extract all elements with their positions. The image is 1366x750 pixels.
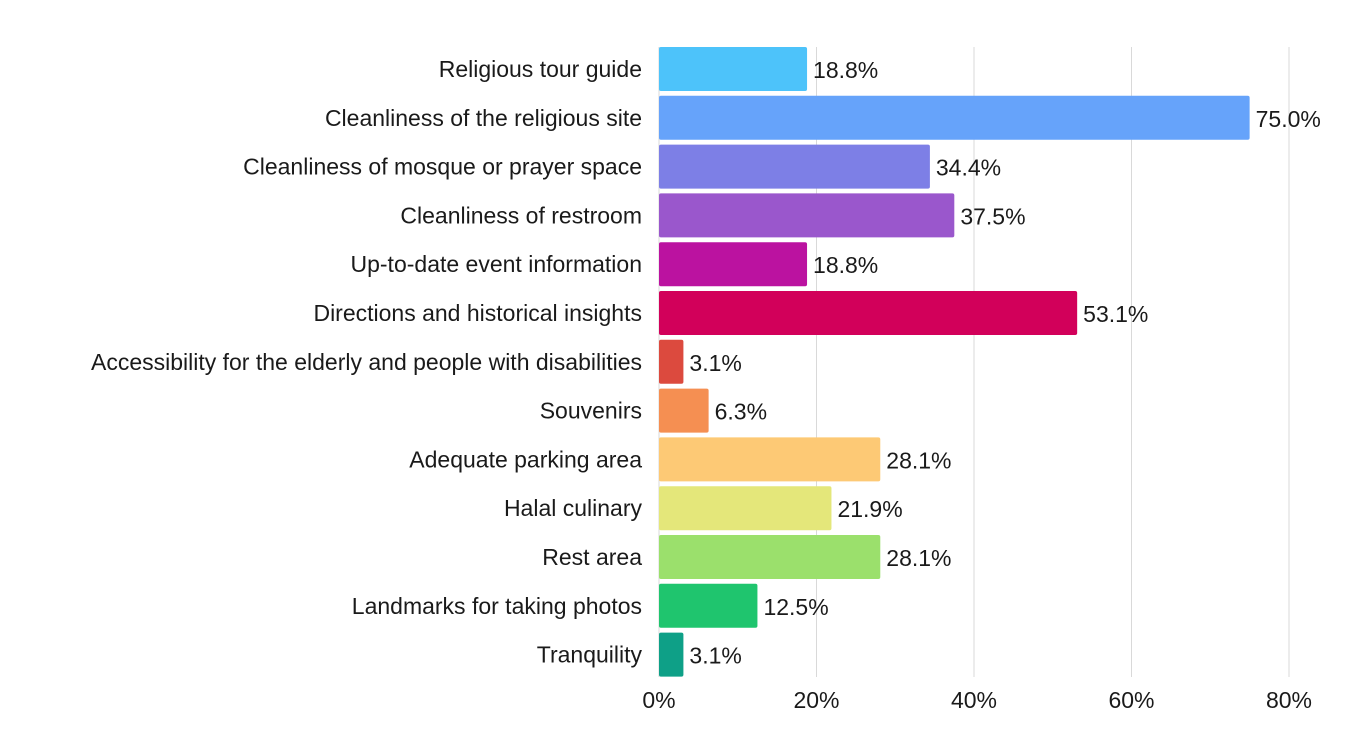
bar [659,291,1078,335]
category-label: Cleanliness of the religious site [325,105,642,131]
bars [659,47,1250,677]
x-tick-label: 20% [793,687,839,713]
data-label: 21.9% [837,496,902,522]
category-label: Halal culinary [504,495,643,521]
value-labels: 18.8% 75.0% 34.4% 37.5% 18.8% 53.1% 3.1% 6.3% 28… [689,57,1320,669]
category-label: Souvenirs [540,398,642,424]
data-label: 34.4% [936,155,1001,181]
data-label: 3.1% [689,643,741,669]
bar [659,339,684,384]
grid-lines [658,47,1290,677]
category-label: Rest area [542,544,642,570]
x-tick-label: 0% [642,687,675,713]
bar [659,95,1250,140]
bar [659,486,832,531]
x-tick-label: 40% [951,687,997,713]
category-labels: Religious tour guide Cleanliness of the r… [91,56,643,668]
data-label: 3.1% [689,350,741,376]
bar [659,47,808,91]
category-label: Accessibility for the elderly and people… [91,349,642,375]
category-label: Up-to-date event information [351,251,643,277]
data-label: 28.1% [886,447,951,473]
category-label: Adequate parking area [409,446,642,472]
data-label: 53.1% [1083,301,1148,327]
data-label: 28.1% [886,545,951,571]
bar [659,632,684,677]
category-label: Cleanliness of restroom [400,202,642,228]
x-tick-labels: 0% 20% 40% 60% 80% [642,687,1312,713]
bar [659,535,881,579]
data-label: 12.5% [763,594,828,620]
bar [659,144,930,189]
data-label: 75.0% [1256,106,1321,132]
category-label: Cleanliness of mosque or prayer space [243,154,642,180]
bar [659,437,881,482]
category-label: Directions and historical insights [313,300,642,326]
data-label: 6.3% [715,399,767,425]
bar [659,242,808,287]
data-label: 37.5% [960,203,1025,229]
x-tick-label: 60% [1108,687,1154,713]
category-label: Landmarks for taking photos [352,593,642,619]
data-label: 18.8% [813,252,878,278]
x-tick-label: 80% [1266,687,1312,713]
bar [659,583,758,628]
category-label: Religious tour guide [439,56,642,82]
category-label: Tranquility [537,642,643,668]
bar [659,388,709,433]
bar [659,193,955,238]
data-label: 18.8% [813,57,878,83]
